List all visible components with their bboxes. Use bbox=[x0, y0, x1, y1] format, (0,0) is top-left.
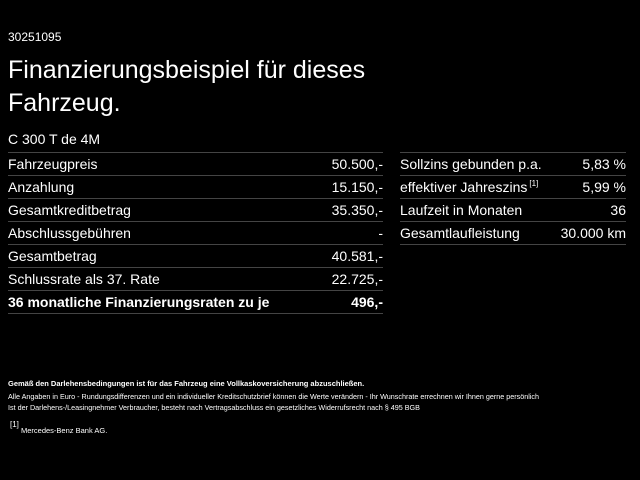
table-row: Laufzeit in Monaten 36 bbox=[400, 199, 626, 222]
row-label: Fahrzeugpreis bbox=[8, 156, 98, 172]
table-row: Sollzins gebunden p.a. 5,83 % bbox=[400, 152, 626, 176]
footnote-marker: [1] bbox=[10, 420, 19, 429]
footer-line: Alle Angaben in Euro - Rundungsdifferenz… bbox=[8, 392, 539, 401]
row-label: Gesamtlaufleistung bbox=[400, 225, 520, 241]
label-text: Anzahlung bbox=[8, 179, 75, 195]
row-value: 5,99 % bbox=[582, 179, 626, 195]
left-table: Fahrzeugpreis 50.500,- Anzahlung 15.150,- Ge… bbox=[8, 152, 383, 314]
label-text: Schlussrate als 37. Rate bbox=[8, 271, 160, 287]
notice: Gemäß den Darlehensbedingungen ist für d… bbox=[8, 379, 365, 388]
row-label: 36 monatliche Finanzierungsraten zu je bbox=[8, 294, 269, 310]
row-value: 22.725,- bbox=[331, 271, 383, 287]
label-text: Laufzeit in Monaten bbox=[400, 202, 523, 218]
row-value: 40.581,- bbox=[331, 248, 383, 264]
table-row: effektiver Jahreszins [1] 5,99 % bbox=[400, 176, 626, 199]
row-value: 15.150,- bbox=[331, 179, 383, 195]
footer-line: Ist der Darlehens-/Leasingnehmer Verbrau… bbox=[8, 403, 420, 412]
label-text: Abschlussgebühren bbox=[8, 225, 131, 241]
label-text: 36 monatliche Finanzierungsraten zu je bbox=[8, 294, 270, 310]
row-label: Schlussrate als 37. Rate bbox=[8, 271, 160, 287]
label-text: effektiver Jahreszins bbox=[400, 179, 528, 195]
table-row: 36 monatliche Finanzierungsraten zu je 49… bbox=[8, 291, 383, 314]
note-marker: [1] bbox=[529, 179, 539, 188]
row-value: 35.350,- bbox=[331, 202, 383, 218]
row-label: Sollzins gebunden p.a. bbox=[400, 156, 542, 172]
table-row: Schlussrate als 37. Rate 22.725,- bbox=[8, 268, 383, 291]
table-row: Fahrzeugpreis 50.500,- bbox=[8, 152, 383, 176]
table-row: Gesamtbetrag 40.581,- bbox=[8, 245, 383, 268]
row-value: 5,83 % bbox=[582, 156, 626, 172]
row-value: 36 bbox=[610, 202, 626, 218]
row-label: Gesamtkreditbetrag bbox=[8, 202, 131, 218]
label-text: Fahrzeugpreis bbox=[8, 156, 98, 172]
table-row: Gesamtkreditbetrag 35.350,- bbox=[8, 199, 383, 222]
table-row: Abschlussgebühren - bbox=[8, 222, 383, 245]
label-text: Gesamtbetrag bbox=[8, 248, 97, 264]
row-value: 496,- bbox=[351, 294, 383, 310]
model: C 300 T de 4M bbox=[8, 131, 101, 147]
title: Finanzierungsbeispiel für dieses Fahrzeu… bbox=[8, 56, 366, 117]
row-label: Anzahlung bbox=[8, 179, 74, 195]
label-text: Gesamtlaufleistung bbox=[400, 225, 520, 241]
row-value: 30.000 km bbox=[560, 225, 626, 241]
footnote-text: Mercedes-Benz Bank AG. bbox=[21, 426, 108, 435]
label-text: Gesamtkreditbetrag bbox=[8, 202, 131, 218]
table-row: Anzahlung 15.150,- bbox=[8, 176, 383, 199]
row-value: 50.500,- bbox=[331, 156, 383, 172]
row-label: effektiver Jahreszins [1] bbox=[400, 179, 538, 195]
label-text: Sollzins gebunden p.a. bbox=[400, 156, 542, 172]
row-value: - bbox=[378, 225, 383, 241]
row-label: Abschlussgebühren bbox=[8, 225, 131, 241]
row-label: Laufzeit in Monaten bbox=[400, 202, 522, 218]
footnote: [1] Mercedes-Benz Bank AG. bbox=[8, 420, 107, 435]
row-label: Gesamtbetrag bbox=[8, 248, 97, 264]
table-row: Gesamtlaufleistung 30.000 km bbox=[400, 222, 626, 245]
right-table: Sollzins gebunden p.a. 5,83 % effektiver J… bbox=[400, 152, 626, 245]
listing-id: 30251095 bbox=[8, 30, 62, 44]
